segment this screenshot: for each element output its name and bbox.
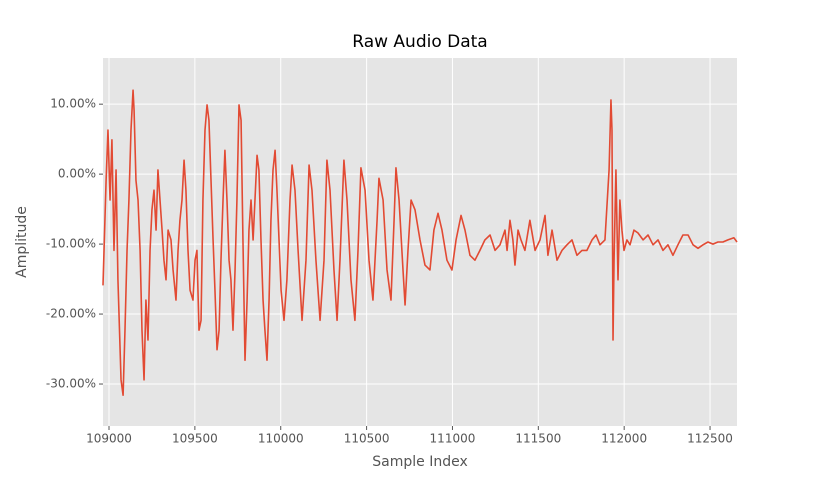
y-axis-label: Amplitude [14,206,30,278]
y-tick-label: 10.00% [50,97,96,111]
x-tick-label: 112500 [687,432,733,446]
y-tick-label: 0.00% [58,167,96,181]
x-tick-label: 112000 [601,432,647,446]
x-tick-label: 109500 [172,432,218,446]
x-tick-label: 111500 [515,432,561,446]
chart-title: Raw Audio Data [352,32,487,52]
x-tick-label: 111000 [430,432,476,446]
line [102,89,738,397]
y-tick-label: -10.00% [46,237,96,251]
y-tick-label: -30.00% [46,377,96,391]
y-tick-label: -20.00% [46,307,96,321]
x-tick-label: 110000 [258,432,304,446]
x-tick-label: 110500 [344,432,390,446]
x-tick-label: 109000 [86,432,132,446]
x-axis-label: Sample Index [372,454,467,470]
